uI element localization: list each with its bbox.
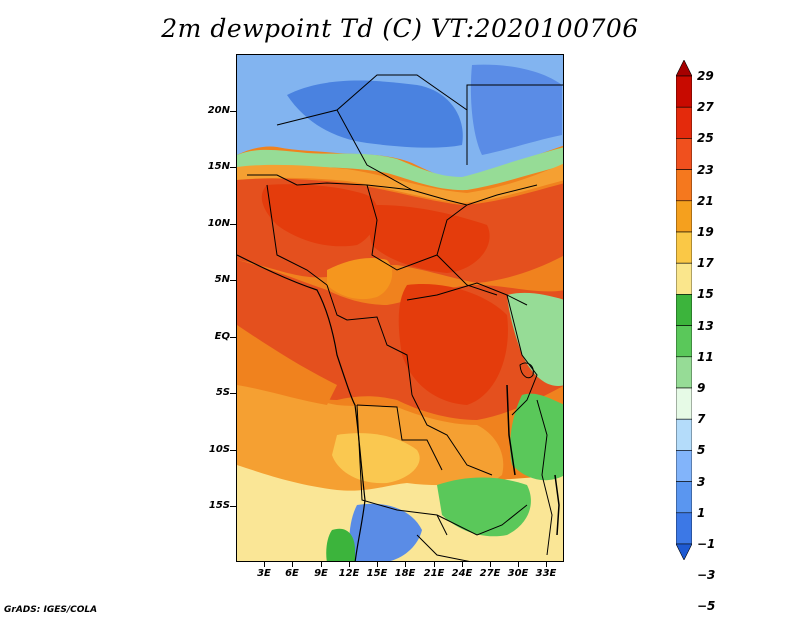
lon-tick (405, 562, 406, 567)
colorbar-label: 5 (697, 443, 706, 458)
colorbar-label: 7 (697, 412, 706, 427)
lon-tick (462, 562, 463, 567)
colorbar-label: 3 (697, 474, 706, 489)
lat-tick (230, 167, 236, 168)
colorbar-segment (676, 138, 692, 170)
colorbar-label: 25 (697, 131, 714, 146)
colorbar-label: −5 (697, 599, 716, 614)
angola-yellow (332, 433, 420, 484)
colorbar-label: 15 (697, 287, 714, 302)
atlantic-coastline (237, 254, 366, 561)
colorbar-segment (676, 512, 692, 545)
colorbar-label: −1 (697, 537, 716, 551)
lat-tick (230, 337, 236, 338)
namibia-green (326, 528, 355, 561)
colorbar-segment (676, 356, 692, 389)
lon-label: 6E (285, 568, 299, 579)
colorbar-label: −3 (697, 568, 716, 583)
congo-basin-core (398, 284, 508, 405)
grads-credit: GrADS: IGES/COLA (4, 605, 98, 615)
lat-tick (230, 506, 236, 507)
lon-tick (321, 562, 322, 567)
east-green-upper (507, 292, 563, 386)
colorbar-label: 9 (697, 381, 706, 395)
colorbar-label: 17 (697, 256, 714, 271)
lon-tick (349, 562, 350, 567)
lat-label: 5N (214, 274, 230, 285)
colorbar-segment (676, 75, 692, 108)
lon-tick (518, 562, 519, 567)
east-green-lower (510, 393, 563, 481)
dewpoint-field (237, 55, 563, 561)
orange-pocket-1 (327, 258, 393, 300)
very-dry-region (287, 80, 463, 148)
colorbar-segment (676, 481, 692, 514)
colorbar (676, 60, 692, 560)
transition-band (237, 147, 563, 191)
colorbar-label: 19 (697, 225, 714, 239)
colorbar-segment (676, 450, 692, 482)
lon-label: 30E (507, 568, 529, 579)
lat-label: 15N (207, 161, 230, 172)
lat-label: EQ (214, 331, 230, 342)
colorbar-segment (676, 169, 692, 202)
lon-tick (546, 562, 547, 567)
lake-victoria (519, 362, 534, 379)
lat-label: 10N (207, 218, 230, 229)
lat-label: 10S (208, 444, 230, 455)
lon-label: 18E (394, 568, 416, 579)
dewpoint-map (236, 54, 564, 562)
humid-core-west (261, 184, 378, 247)
humid-core-central (368, 205, 490, 273)
lat-tick (230, 111, 236, 112)
lat-label: 5S (215, 387, 230, 398)
colorbar-label: 11 (697, 349, 714, 364)
colorbar-segment (676, 262, 692, 295)
colorbar-label: 27 (697, 100, 714, 115)
colorbar-segment (676, 231, 692, 264)
lon-label: 33E (535, 568, 557, 579)
lon-label: 27E (479, 568, 501, 579)
lon-tick (292, 562, 293, 567)
lat-label: 20N (207, 105, 230, 116)
lat-tick (230, 224, 236, 225)
colorbar-label: 13 (697, 318, 714, 333)
colorbar-segment (676, 294, 692, 326)
lat-tick (230, 280, 236, 281)
colorbar-segment (676, 106, 692, 139)
lat-tick (230, 450, 236, 451)
lon-tick (264, 562, 265, 567)
zambia-green (437, 477, 531, 537)
southern-dry-pocket (349, 503, 422, 561)
lon-label: 24E (451, 568, 473, 579)
lon-label: 3E (257, 568, 271, 579)
lon-tick (377, 562, 378, 567)
colorbar-label: 23 (697, 162, 714, 177)
lat-label: 15S (208, 500, 230, 511)
coastal-orange (237, 325, 337, 405)
colorbar-segment (676, 418, 692, 451)
colorbar-segment (676, 200, 692, 233)
colorbar-segment (676, 325, 692, 358)
colorbar-segment (676, 387, 692, 420)
colorbar-segment (676, 543, 692, 560)
lon-label: 15E (366, 568, 388, 579)
dry-region-northeast (470, 64, 562, 155)
lake-malawi (554, 474, 560, 536)
map-title: 2m dewpoint Td (C) VT:2020100706 (161, 14, 639, 43)
lon-tick (434, 562, 435, 567)
country-borders (247, 74, 563, 561)
colorbar-label: 29 (697, 69, 714, 83)
lon-label: 12E (338, 568, 360, 579)
lake-tanganyika (506, 384, 516, 476)
colorbar-label: 1 (697, 505, 706, 520)
lon-label: 21E (423, 568, 445, 579)
colorbar-segment (676, 60, 692, 77)
lon-tick (490, 562, 491, 567)
lon-label: 9E (314, 568, 328, 579)
lat-tick (230, 393, 236, 394)
colorbar-label: 21 (697, 193, 714, 208)
